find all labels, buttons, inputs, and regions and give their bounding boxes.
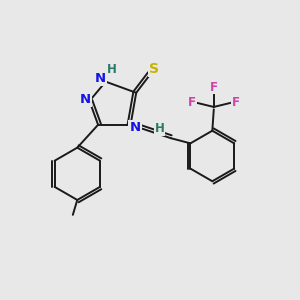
Text: N: N [130,121,141,134]
Text: F: F [188,96,196,109]
Text: N: N [80,93,91,106]
Text: S: S [149,62,159,76]
Text: H: H [107,63,117,76]
Text: F: F [210,80,218,94]
Text: H: H [154,122,164,135]
Text: N: N [95,72,106,85]
Text: F: F [232,96,240,109]
